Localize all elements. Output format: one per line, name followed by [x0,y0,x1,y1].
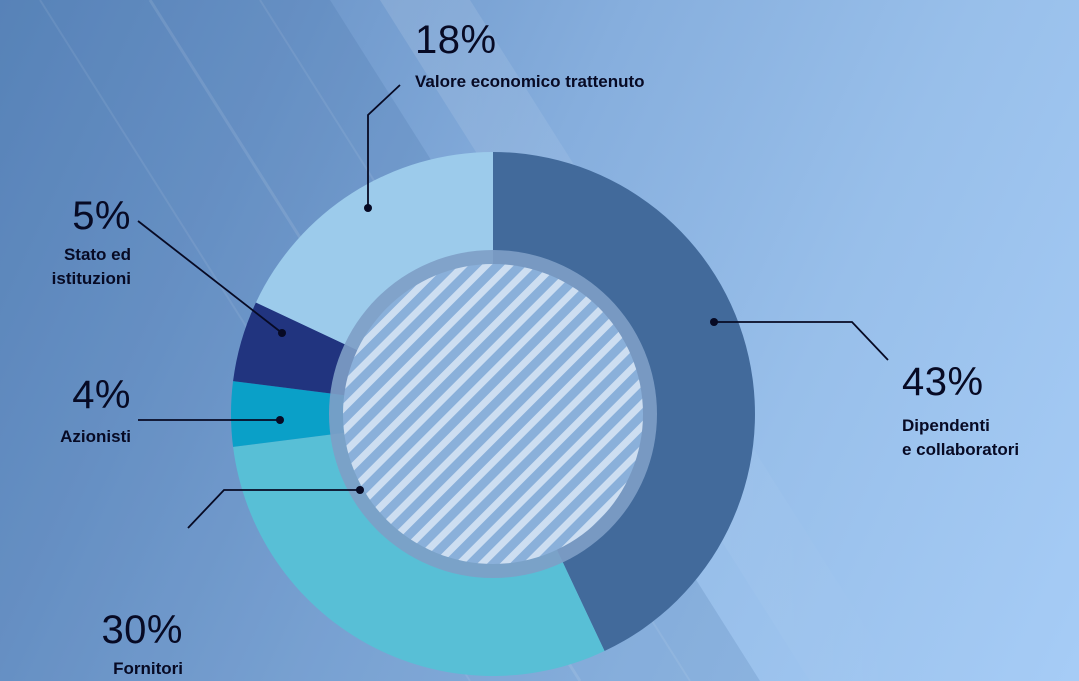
leader-dot-az [276,416,284,424]
slice-label-pct-valore: 18% [415,18,497,62]
leader-lines [137,84,889,529]
leader-dot-forn [356,486,364,494]
leader-dot-val [364,204,372,212]
slice-label-name-fornitori: Fornitori [113,659,183,678]
slice-label-pct-fornitori: 30% [101,608,183,652]
slice-label-name-valore: Valore economico trattenuto [415,72,645,91]
slice-label-pct-azionisti: 4% [72,373,131,417]
slice-label-name-stato: Stato ed istituzioni [51,245,131,288]
leader-dot-dip [710,318,718,326]
leader-line-val [367,84,401,208]
leader-dot-stato [278,329,286,337]
slice-label-pct-dipendenti: 43% [902,360,984,404]
slice-label-name-dipendenti: Dipendenti e collaboratori [902,416,1020,459]
center-hatch [343,264,643,564]
leader-line-dip [714,321,889,361]
leader-line-forn [187,489,360,529]
leader-line-stato [137,220,283,334]
slice-label-name-azionisti: Azionisti [60,427,131,446]
slice-label-pct-stato: 5% [72,194,131,238]
